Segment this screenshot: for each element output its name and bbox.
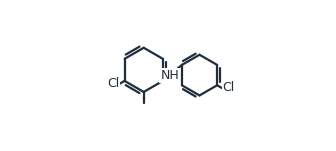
Text: NH: NH xyxy=(160,69,179,82)
Text: Cl: Cl xyxy=(107,77,119,90)
Text: Cl: Cl xyxy=(222,81,235,94)
